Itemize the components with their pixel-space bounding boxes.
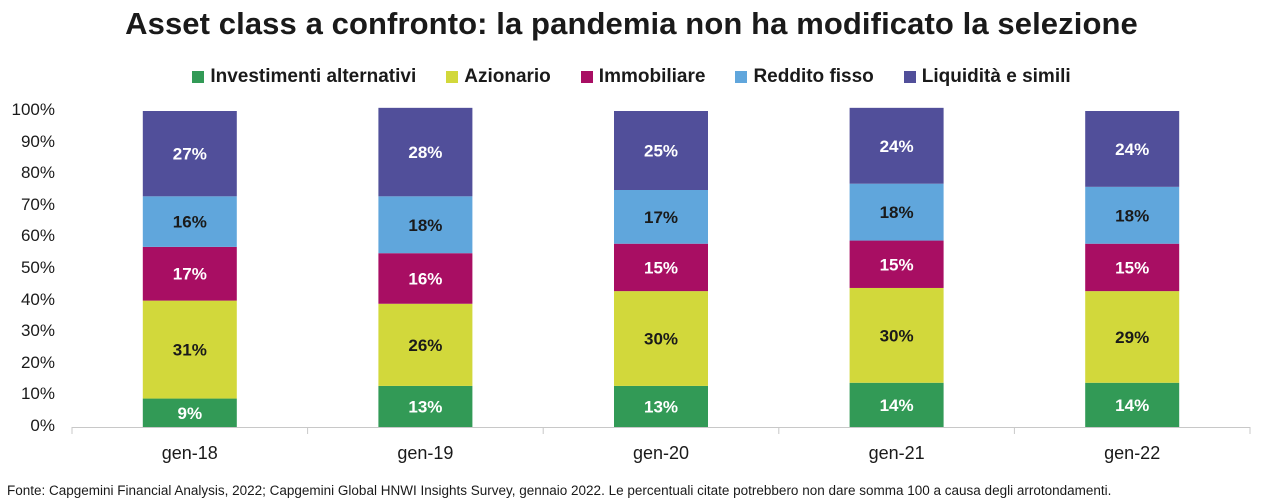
data-label: 14% xyxy=(880,396,914,415)
y-tick-label: 50% xyxy=(20,258,55,277)
bar-segment xyxy=(614,291,708,386)
bar-segment xyxy=(849,240,944,288)
bar-segment xyxy=(1085,243,1180,292)
legend-item: Reddito fisso xyxy=(735,66,874,88)
legend-swatch xyxy=(446,71,459,83)
bar-segment xyxy=(849,107,944,184)
data-label: 17% xyxy=(644,208,678,227)
data-label: 30% xyxy=(644,330,678,349)
data-label: 24% xyxy=(1115,140,1149,159)
y-tick-label: 80% xyxy=(20,163,55,183)
data-label: 18% xyxy=(408,216,442,235)
y-tick-label: 40% xyxy=(20,289,55,309)
x-tick-label: gen-19 xyxy=(397,443,453,463)
y-tick-label: 90% xyxy=(20,131,55,151)
data-label: 30% xyxy=(880,326,914,345)
bar-segment xyxy=(378,107,473,197)
bar-segment xyxy=(378,385,473,427)
legend-label: Investimenti alternativi xyxy=(210,66,417,87)
y-tick-label: 0% xyxy=(30,416,55,435)
x-tick-label: gen-21 xyxy=(869,443,925,463)
bar-segment xyxy=(849,287,944,383)
chart-legend: Investimenti alternativi Azionario Immobil… xyxy=(0,66,1263,88)
data-label: 14% xyxy=(1115,396,1149,415)
data-label: 27% xyxy=(173,145,207,164)
data-label: 15% xyxy=(880,255,914,274)
legend-item: Investimenti alternativi xyxy=(192,66,416,88)
bar-segment xyxy=(614,111,708,190)
bar-segment xyxy=(1085,291,1180,383)
data-label: 24% xyxy=(880,137,914,156)
data-label: 15% xyxy=(644,258,678,277)
legend-label: Liquidità e simili xyxy=(921,66,1071,87)
chart-title: Asset class a confronto: la pandemia non… xyxy=(125,6,1138,41)
bar-segment xyxy=(142,111,237,197)
bar-segment xyxy=(378,303,473,386)
bar-segment xyxy=(849,382,944,427)
data-label: 13% xyxy=(408,397,442,416)
legend-item: Azionario xyxy=(446,66,551,88)
data-label: 25% xyxy=(644,142,678,161)
x-tick-label: gen-20 xyxy=(633,443,689,463)
legend-label: Immobiliare xyxy=(598,66,706,87)
bar-segment xyxy=(1085,111,1180,187)
data-label: 17% xyxy=(173,265,207,284)
bar-segment xyxy=(614,385,708,427)
bar-segment xyxy=(378,196,473,254)
y-tick-label: 20% xyxy=(20,352,55,372)
legend-label: Reddito fisso xyxy=(753,66,874,87)
x-tick-label: gen-18 xyxy=(162,443,218,463)
legend-swatch xyxy=(735,71,748,83)
bar-segment xyxy=(614,243,708,292)
y-tick-label: 100% xyxy=(11,100,55,119)
data-label: 26% xyxy=(408,336,442,355)
y-tick-label: 70% xyxy=(20,194,55,214)
y-tick-label: 30% xyxy=(20,321,55,341)
y-tick-label: 10% xyxy=(20,384,55,404)
legend-swatch xyxy=(580,71,593,83)
data-label: 29% xyxy=(1115,328,1149,347)
data-label: 18% xyxy=(880,203,914,222)
legend-item: Immobiliare xyxy=(580,66,706,88)
legend-swatch xyxy=(192,71,205,83)
bar-segment xyxy=(849,183,944,241)
bar-segment xyxy=(1085,186,1180,244)
x-tick-label: gen-22 xyxy=(1104,443,1160,463)
bar-segment xyxy=(142,398,237,427)
legend-swatch xyxy=(903,71,916,83)
data-label: 15% xyxy=(1115,258,1149,277)
bar-segment xyxy=(378,253,473,304)
bar-segment xyxy=(142,300,237,399)
data-label: 9% xyxy=(178,404,203,423)
bar-segment xyxy=(614,190,708,244)
bar-segment xyxy=(142,196,237,247)
data-label: 16% xyxy=(173,213,207,232)
bar-segment xyxy=(142,246,237,301)
data-label: 28% xyxy=(408,143,442,162)
legend-label: Azionario xyxy=(464,66,551,87)
bar-segment xyxy=(1085,382,1180,427)
y-tick-label: 60% xyxy=(20,226,55,246)
data-label: 13% xyxy=(644,397,678,416)
data-label: 31% xyxy=(173,341,207,360)
data-label: 16% xyxy=(408,269,442,288)
legend-item: Liquidità e simili xyxy=(903,66,1071,88)
data-label: 18% xyxy=(1115,206,1149,225)
source-footnote: Fonte: Capgemini Financial Analysis, 202… xyxy=(7,483,1112,498)
